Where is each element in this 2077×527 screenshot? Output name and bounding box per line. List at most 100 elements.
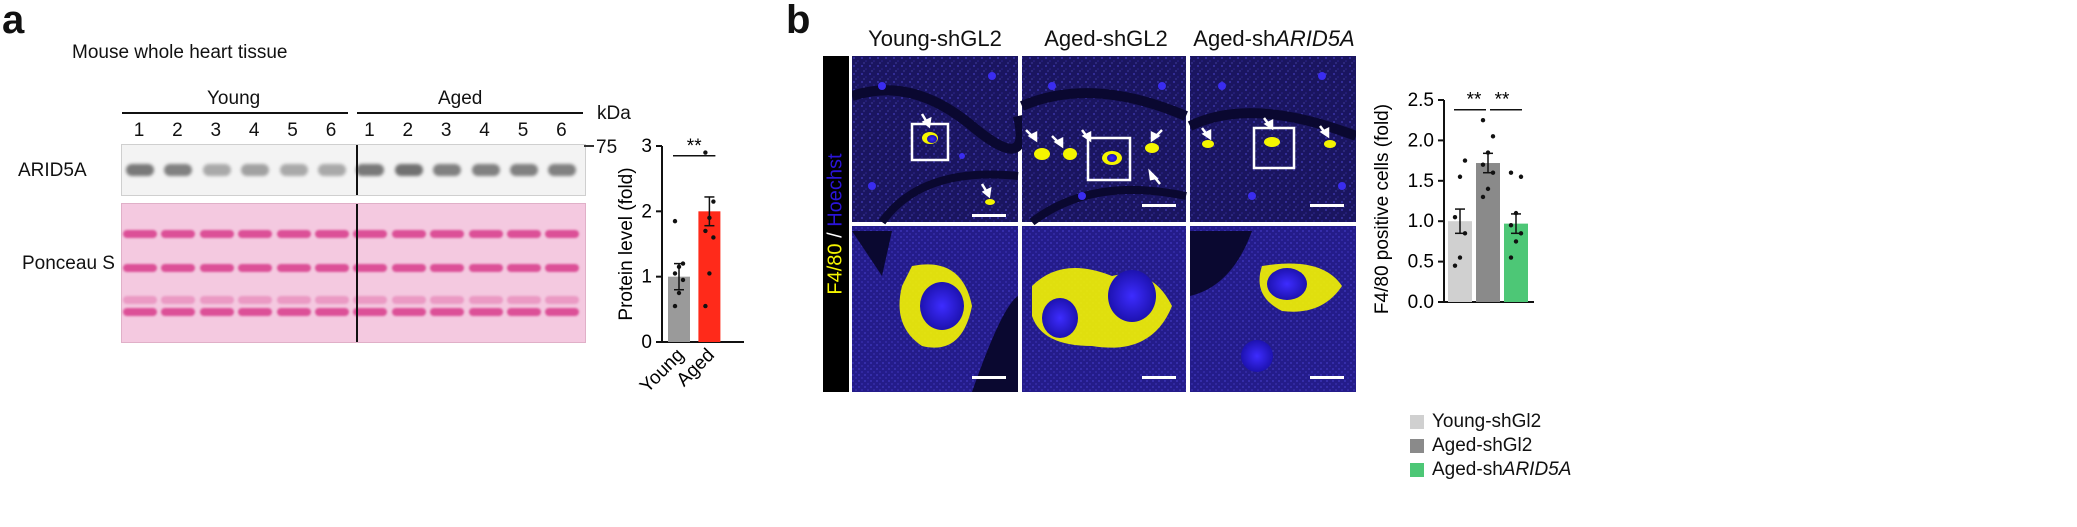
scale-bar	[1310, 204, 1344, 207]
ponceau-band	[315, 264, 349, 272]
ponceau-band	[123, 308, 157, 316]
lane-number: 6	[325, 120, 337, 141]
ponceau-band	[276, 264, 311, 272]
ponceau-band	[161, 230, 196, 238]
bar	[668, 276, 690, 342]
y-tick-label: 2	[641, 201, 652, 222]
data-point	[680, 277, 686, 283]
legend-swatch	[1410, 463, 1424, 477]
ponceau-band	[315, 308, 349, 316]
image-bottom-aged	[1022, 226, 1186, 392]
panel-a-title: Mouse whole heart tissue	[72, 42, 288, 63]
lane-number: 5	[517, 120, 529, 141]
arid5a-blot	[121, 144, 586, 196]
data-point	[703, 303, 708, 309]
blot-band	[510, 164, 538, 176]
chart-b-legend: Young-shGl2 Aged-shGl2 Aged-shARID5A	[1410, 410, 1571, 482]
col-header-young-shgl2: Young-shGL2	[868, 26, 1002, 51]
data-point	[676, 264, 682, 270]
data-point	[1485, 186, 1491, 192]
col-header-aged-sharid5a: Aged-shARID5A	[1193, 26, 1355, 51]
data-point	[703, 228, 708, 234]
data-point	[1485, 150, 1491, 155]
ponceau-band	[276, 296, 311, 304]
ponceau-band	[391, 308, 426, 316]
data-point	[1462, 231, 1468, 236]
data-point	[1457, 255, 1463, 260]
data-point	[1462, 158, 1468, 163]
blot-band	[164, 164, 193, 176]
lane-number: 2	[172, 120, 183, 141]
y-tick-label: 2.5	[1408, 90, 1434, 111]
ponceau-band	[199, 264, 234, 272]
kda-label: kDa	[597, 103, 631, 124]
data-point	[1480, 118, 1486, 123]
ponceau-band	[353, 230, 388, 238]
bar	[1448, 221, 1472, 302]
ponceau-band	[507, 264, 541, 272]
ponceau-band	[123, 264, 157, 272]
ponceau-band	[161, 308, 196, 316]
image-bottom-sharid5a	[1190, 226, 1356, 392]
image-bottom-young	[852, 226, 1018, 392]
y-tick-label: 0.5	[1408, 252, 1434, 273]
y-tick-label: 0	[641, 332, 652, 353]
blot-band	[433, 164, 462, 176]
data-point	[1480, 162, 1486, 167]
data-point	[707, 271, 712, 276]
ponceau-band	[391, 230, 426, 238]
data-point	[676, 290, 682, 296]
data-point	[1513, 239, 1519, 244]
ponceau-band	[507, 296, 541, 304]
ponceau-band	[430, 230, 465, 238]
ponceau-band	[123, 296, 157, 304]
blot-band	[202, 164, 231, 176]
ponceau-band	[545, 264, 580, 272]
blot-band	[356, 164, 385, 176]
col-header-aged-shgl2: Aged-shGL2	[1044, 26, 1168, 51]
ponceau-band	[507, 308, 541, 316]
ponceau-band	[545, 308, 580, 316]
lane-number: 1	[133, 120, 145, 141]
ponceau-band	[468, 296, 503, 304]
data-point	[672, 271, 678, 276]
panel-a-letter: a	[2, 0, 25, 42]
ponceau-band	[430, 264, 465, 272]
ponceau-band	[353, 308, 388, 316]
data-point	[707, 215, 712, 221]
scale-bar	[1142, 376, 1176, 379]
young-bracket-line	[122, 112, 348, 114]
data-point	[672, 303, 678, 309]
significance-label: **	[687, 136, 702, 157]
lane-number: 5	[287, 120, 298, 141]
legend-swatch	[1410, 415, 1424, 429]
ponceau-band	[238, 264, 273, 272]
legend-item: Aged-shGl2	[1410, 434, 1571, 458]
data-point	[711, 199, 716, 204]
legend-item: Aged-shARID5A	[1410, 458, 1571, 482]
data-point	[711, 235, 716, 240]
data-point	[1452, 214, 1458, 220]
data-point	[1518, 231, 1524, 236]
scale-bar	[1310, 376, 1344, 379]
bar	[698, 211, 721, 342]
scale-bar	[972, 376, 1006, 379]
ponceau-band	[545, 230, 580, 238]
panel-b-letter: b	[786, 0, 811, 42]
blot-band	[279, 164, 308, 176]
lane-numbers: 1 2 3 4 5 6 1 2 3 4 5 6	[0, 120, 600, 146]
ponceau-blot	[121, 203, 586, 343]
blot-band	[394, 164, 423, 176]
y-tick-label: 0.0	[1408, 292, 1434, 313]
ponceau-divider	[356, 204, 358, 342]
zoom-box-aged	[1086, 136, 1132, 182]
y-tick-label: 3	[641, 136, 652, 157]
blot-band	[241, 164, 270, 176]
ponceau-band	[507, 230, 541, 238]
blot-band	[548, 164, 577, 176]
ponceau-band	[430, 308, 465, 316]
ponceau-band	[391, 296, 426, 304]
data-point	[1480, 194, 1486, 200]
y-axis-label: F4/80 positive cells (fold)	[1372, 104, 1393, 314]
data-point	[1513, 210, 1519, 216]
